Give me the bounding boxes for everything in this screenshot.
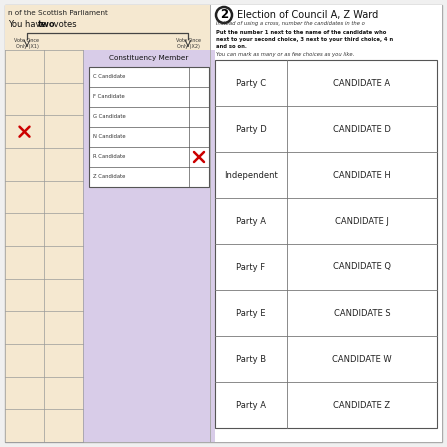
- Bar: [89, 67, 209, 187]
- Text: CANDIDATE W: CANDIDATE W: [332, 354, 392, 363]
- Text: and so on.: and so on.: [216, 44, 247, 49]
- Text: 2: 2: [220, 8, 228, 21]
- Text: N Candidate: N Candidate: [93, 135, 126, 139]
- Text: Put the number 1 next to the name of the candidate who: Put the number 1 next to the name of the…: [216, 30, 386, 35]
- Text: CANDIDATE Z: CANDIDATE Z: [333, 401, 391, 409]
- Text: You can mark as many or as few choices as you like.: You can mark as many or as few choices a…: [216, 52, 354, 57]
- Text: R Candidate: R Candidate: [93, 155, 125, 160]
- Text: Party A: Party A: [236, 401, 266, 409]
- Text: n of the Scottish Parliament: n of the Scottish Parliament: [8, 10, 108, 16]
- Text: G Candidate: G Candidate: [93, 114, 126, 119]
- Text: You have: You have: [8, 20, 48, 29]
- Text: Independent: Independent: [224, 170, 278, 180]
- Text: CANDIDATE A: CANDIDATE A: [333, 79, 391, 88]
- Bar: [210, 5, 442, 442]
- Text: Party F: Party F: [236, 262, 266, 271]
- Bar: [83, 50, 215, 442]
- Bar: [215, 60, 437, 428]
- Text: Vote Once
Only (X1): Vote Once Only (X1): [14, 38, 39, 49]
- Text: CANDIDATE D: CANDIDATE D: [333, 125, 391, 134]
- Text: Party A: Party A: [236, 216, 266, 225]
- Bar: [5, 5, 210, 442]
- Text: votes: votes: [51, 20, 76, 29]
- Text: CANDIDATE H: CANDIDATE H: [333, 170, 391, 180]
- Text: Vote Once
Only (X2): Vote Once Only (X2): [176, 38, 201, 49]
- Text: Party C: Party C: [236, 79, 266, 88]
- Text: Party D: Party D: [236, 125, 266, 134]
- Text: CANDIDATE S: CANDIDATE S: [334, 308, 390, 317]
- Text: two: two: [38, 20, 55, 29]
- Text: next to your second choice, 3 next to your third choice, 4 n: next to your second choice, 3 next to yo…: [216, 37, 393, 42]
- Text: C Candidate: C Candidate: [93, 75, 125, 80]
- Text: Party B: Party B: [236, 354, 266, 363]
- Text: CANDIDATE Q: CANDIDATE Q: [333, 262, 391, 271]
- Text: F Candidate: F Candidate: [93, 94, 125, 100]
- Text: Election of Council A, Z Ward: Election of Council A, Z Ward: [237, 10, 378, 20]
- Text: Z Candidate: Z Candidate: [93, 174, 125, 180]
- Text: Instead of using a cross, number the candidates in the o: Instead of using a cross, number the can…: [216, 21, 365, 26]
- Text: CANDIDATE J: CANDIDATE J: [335, 216, 389, 225]
- Text: Party E: Party E: [236, 308, 266, 317]
- Circle shape: [216, 7, 232, 23]
- Text: Constituency Member: Constituency Member: [110, 55, 189, 61]
